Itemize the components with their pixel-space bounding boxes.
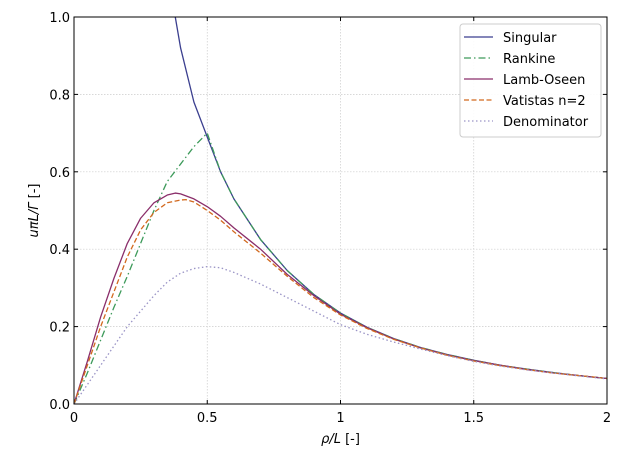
x-axis-label: ρ/L [-] xyxy=(321,432,360,447)
y-tick-label: 0.0 xyxy=(49,398,70,413)
y-tick-label: 0.6 xyxy=(49,166,70,181)
y-tick-label: 0.2 xyxy=(49,321,70,336)
x-tick-label: 1.5 xyxy=(463,411,484,426)
legend: Singular Rankine Lamb-Oseen Vatistas n=2 Den… xyxy=(459,23,602,138)
legend-label: Rankine xyxy=(503,52,555,67)
ticks: 0 0.5 1 1.5 2 0.0 0.2 0.4 0.6 0.8 1.0 xyxy=(49,11,611,426)
x-tick-label: 2 xyxy=(603,411,611,426)
legend-label: Lamb-Oseen xyxy=(503,73,585,88)
legend-label: Denominator xyxy=(503,115,589,130)
series-line-denominator xyxy=(73,265,608,405)
y-axis-label: uπL/Γ [-] xyxy=(27,184,42,238)
legend-label: Singular xyxy=(503,31,557,46)
x-tick-label: 0 xyxy=(70,411,78,426)
legend-box xyxy=(459,23,602,138)
series-line-vatistas-n-2 xyxy=(73,199,608,405)
legend-label: Vatistas n=2 xyxy=(503,94,586,109)
series-line-rankine xyxy=(73,132,608,405)
series-layer xyxy=(73,16,608,405)
x-tick-label: 1 xyxy=(336,411,344,426)
y-tick-label: 1.0 xyxy=(49,11,70,26)
y-tick-label: 0.8 xyxy=(49,88,70,103)
x-tick-label: 0.5 xyxy=(197,411,218,426)
y-tick-label: 0.4 xyxy=(49,243,70,258)
